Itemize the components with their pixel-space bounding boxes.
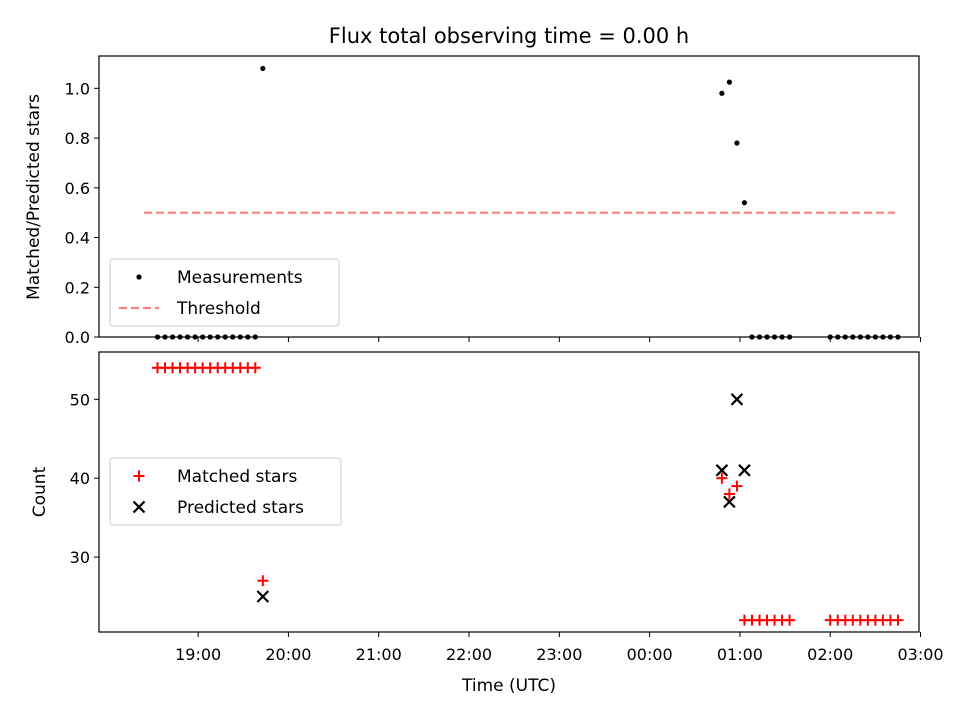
matched-star-point	[892, 614, 904, 626]
bottom-y-tick-label: 50	[70, 390, 90, 409]
predicted-star-point-b	[256, 590, 270, 603]
measurement-point	[741, 200, 748, 206]
x-tick-label: 19:00	[175, 645, 221, 664]
legend-predicted-marker	[132, 500, 146, 514]
predicted-star-point-b	[730, 393, 744, 406]
x-tick-label: 23:00	[536, 645, 582, 664]
top-y-tick-label: 0.8	[65, 129, 90, 148]
x-tick-label: 20:00	[265, 645, 311, 664]
top-y-tick-label: 0.0	[65, 328, 90, 347]
top-legend-box	[109, 258, 340, 327]
legend-measurements-marker	[136, 274, 142, 280]
top-y-tick-label: 0.2	[65, 278, 90, 297]
top-panel-frame	[98, 55, 920, 338]
top-legend: Measurements Threshold	[109, 258, 340, 327]
matched-star-point	[784, 614, 796, 626]
matched-star-point	[723, 488, 735, 500]
bottom-y-tick-label: 30	[70, 548, 90, 567]
chart-title: Flux total observing time = 0.00 h	[329, 24, 689, 48]
legend-predicted-label: Predicted stars	[177, 498, 304, 518]
matched-star-point	[249, 362, 261, 374]
bottom-y-axis-label: Count	[30, 466, 50, 517]
bottom-legend-box	[109, 457, 342, 526]
legend-threshold-label: Threshold	[176, 299, 261, 319]
predicted-star-point	[715, 464, 729, 477]
matched-star-point	[731, 480, 743, 492]
measurement-point	[726, 79, 732, 85]
bottom-panel-frame	[98, 351, 920, 633]
x-tick-label: 01:00	[717, 645, 763, 664]
legend-matched-label: Matched stars	[177, 467, 297, 487]
bottom-panel: 30 40 50 19:00 20:00 21:00 22:00 23:00 00:00 01:0…	[70, 351, 944, 664]
x-tick-label: 00:00	[627, 645, 673, 664]
predicted-star-point	[723, 495, 736, 509]
top-y-tick-label: 0.6	[65, 179, 90, 198]
predicted-star-point-b	[723, 495, 736, 509]
top-y-tick-label: 0.4	[65, 229, 90, 248]
bottom-legend: Matched stars Predicted stars	[109, 457, 342, 526]
bottom-y-tick-label: 40	[70, 469, 90, 488]
measurement-point	[260, 65, 266, 72]
measurement-point	[734, 140, 740, 146]
x-axis-label: Time (UTC)	[461, 676, 556, 696]
legend-matched-marker	[133, 470, 145, 482]
matched-star-point	[257, 575, 269, 587]
x-tick-label: 21:00	[356, 645, 402, 664]
legend-predicted-marker-b	[132, 500, 146, 514]
top-panel: 0.0 0.2 0.4 0.6 0.8 1.0 Measurements Threshold	[65, 55, 922, 347]
x-tick-label: 22:00	[446, 645, 492, 664]
predicted-star-point	[256, 590, 270, 603]
top-y-axis-label: Matched/Predicted stars	[24, 94, 44, 300]
predicted-star-point-b	[738, 464, 751, 477]
x-tick-label: 03:00	[897, 645, 943, 664]
top-y-tick-label: 1.0	[65, 79, 90, 98]
measurement-point	[719, 90, 725, 96]
matched-star-point	[716, 472, 728, 484]
x-tick-label: 02:00	[807, 645, 853, 664]
predicted-star-point-b	[715, 464, 729, 477]
predicted-star-point	[730, 393, 744, 406]
predicted-star-point	[738, 464, 751, 477]
legend-measurements-label: Measurements	[177, 268, 303, 288]
